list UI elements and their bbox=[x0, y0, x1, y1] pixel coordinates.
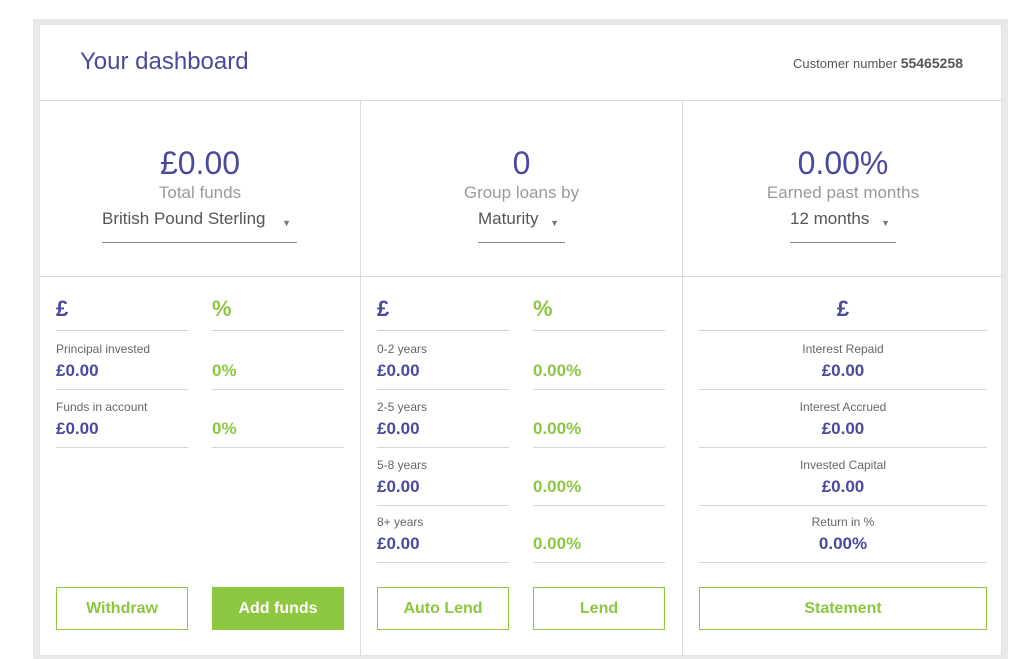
invested-capital-label: Invested Capital bbox=[799, 458, 887, 472]
customer-number-label: Customer number bbox=[793, 56, 898, 71]
customer-number-value: 55465258 bbox=[900, 55, 963, 71]
maturity-0-2-cell: 0-2 years £0.00 bbox=[377, 342, 509, 390]
interest-accrued-label: Interest Accrued bbox=[799, 400, 887, 414]
funds-in-account-value: £0.00 bbox=[56, 419, 99, 438]
maturity-2-5-label: 2-5 years bbox=[377, 400, 428, 414]
maturity-5-8-label: 5-8 years bbox=[377, 458, 428, 472]
funds-in-account-percent: 0% bbox=[212, 419, 237, 438]
maturity-2-5-cell: 2-5 years £0.00 bbox=[377, 400, 509, 448]
earnings-summary: 0.00% Earned past months 12 months ▼ bbox=[683, 101, 1003, 277]
maturity-0-2-label: 0-2 years bbox=[377, 342, 428, 356]
invested-capital-value: £0.00 bbox=[821, 477, 865, 496]
withdraw-button[interactable]: Withdraw bbox=[56, 587, 188, 630]
interest-accrued-value: £0.00 bbox=[821, 419, 865, 438]
maturity-5-8-percent: 0.00% bbox=[533, 477, 582, 496]
maturity-8-plus-percent: 0.00% bbox=[533, 534, 582, 553]
interest-repaid-cell: Interest Repaid £0.00 bbox=[699, 342, 987, 390]
group-by-select[interactable]: Maturity ▼ bbox=[478, 209, 565, 243]
loans-summary: 0 Group loans by Maturity ▼ bbox=[361, 101, 682, 277]
maturity-8-plus-percent-cell: 0.00% bbox=[533, 515, 665, 563]
principal-invested-label: Principal invested bbox=[56, 342, 151, 356]
principal-invested-value: £0.00 bbox=[56, 361, 99, 380]
group-by-select-value: Maturity bbox=[478, 209, 539, 228]
maturity-2-5-value: £0.00 bbox=[377, 419, 420, 438]
auto-lend-button[interactable]: Auto Lend bbox=[377, 587, 509, 630]
maturity-5-8-cell: 5-8 years £0.00 bbox=[377, 458, 509, 506]
interest-accrued-cell: Interest Accrued £0.00 bbox=[699, 400, 987, 448]
funds-pound-header: £ bbox=[56, 296, 188, 331]
chevron-down-icon: ▼ bbox=[550, 218, 559, 228]
total-funds-label: Total funds bbox=[158, 183, 242, 202]
loans-count-value: 0 bbox=[512, 145, 531, 181]
chevron-down-icon: ▼ bbox=[881, 218, 890, 228]
maturity-2-5-percent: 0.00% bbox=[533, 419, 582, 438]
dashboard-header: Your dashboard Customer number 55465258 bbox=[40, 25, 1003, 101]
maturity-5-8-value: £0.00 bbox=[377, 477, 420, 496]
funds-column: £0.00 Total funds British Pound Sterling… bbox=[40, 101, 361, 655]
maturity-8-plus-label: 8+ years bbox=[377, 515, 424, 529]
total-funds-value: £0.00 bbox=[159, 145, 241, 181]
funds-in-account-cell: Funds in account £0.00 bbox=[56, 400, 188, 448]
earnings-pound-header: £ bbox=[699, 296, 987, 331]
return-percent-label: Return in % bbox=[811, 515, 875, 529]
funds-summary: £0.00 Total funds British Pound Sterling… bbox=[40, 101, 360, 277]
loans-percent-header: % bbox=[533, 296, 665, 331]
group-loans-label: Group loans by bbox=[463, 183, 580, 202]
funds-in-account-label: Funds in account bbox=[56, 400, 148, 414]
period-select[interactable]: 12 months ▼ bbox=[790, 209, 896, 243]
funds-in-account-percent-cell: 0% bbox=[212, 400, 344, 448]
maturity-0-2-percent: 0.00% bbox=[533, 361, 582, 380]
funds-percent-header: % bbox=[212, 296, 344, 331]
principal-invested-cell: Principal invested £0.00 bbox=[56, 342, 188, 390]
earned-percent-value: 0.00% bbox=[797, 145, 889, 181]
customer-number: Customer number 55465258 bbox=[793, 55, 963, 71]
maturity-5-8-percent-cell: 0.00% bbox=[533, 458, 665, 506]
maturity-8-plus-cell: 8+ years £0.00 bbox=[377, 515, 509, 563]
interest-repaid-value: £0.00 bbox=[821, 361, 865, 380]
statement-button[interactable]: Statement bbox=[699, 587, 987, 630]
interest-repaid-label: Interest Repaid bbox=[802, 342, 884, 356]
lend-button[interactable]: Lend bbox=[533, 587, 665, 630]
page-title: Your dashboard bbox=[80, 48, 249, 75]
period-select-value: 12 months bbox=[790, 209, 870, 228]
dashboard-panel: Your dashboard Customer number 55465258 … bbox=[39, 24, 1003, 656]
maturity-8-plus-value: £0.00 bbox=[377, 534, 420, 553]
principal-invested-percent: 0% bbox=[212, 361, 237, 380]
maturity-0-2-value: £0.00 bbox=[377, 361, 420, 380]
principal-invested-percent-cell: 0% bbox=[212, 342, 344, 390]
currency-select[interactable]: British Pound Sterling ▼ bbox=[102, 209, 297, 243]
loans-pound-header: £ bbox=[377, 296, 509, 331]
return-percent-cell: Return in % 0.00% bbox=[699, 515, 987, 563]
loans-column: 0 Group loans by Maturity ▼ £ % 0-2 year… bbox=[361, 101, 683, 655]
currency-select-value: British Pound Sterling bbox=[102, 209, 266, 228]
return-percent-value: 0.00% bbox=[818, 534, 868, 553]
chevron-down-icon: ▼ bbox=[282, 218, 291, 228]
maturity-2-5-percent-cell: 0.00% bbox=[533, 400, 665, 448]
invested-capital-cell: Invested Capital £0.00 bbox=[699, 458, 987, 506]
earned-past-months-label: Earned past months bbox=[766, 183, 920, 202]
add-funds-button[interactable]: Add funds bbox=[212, 587, 344, 630]
earnings-column: 0.00% Earned past months 12 months ▼ £ I… bbox=[683, 101, 1003, 655]
maturity-0-2-percent-cell: 0.00% bbox=[533, 342, 665, 390]
